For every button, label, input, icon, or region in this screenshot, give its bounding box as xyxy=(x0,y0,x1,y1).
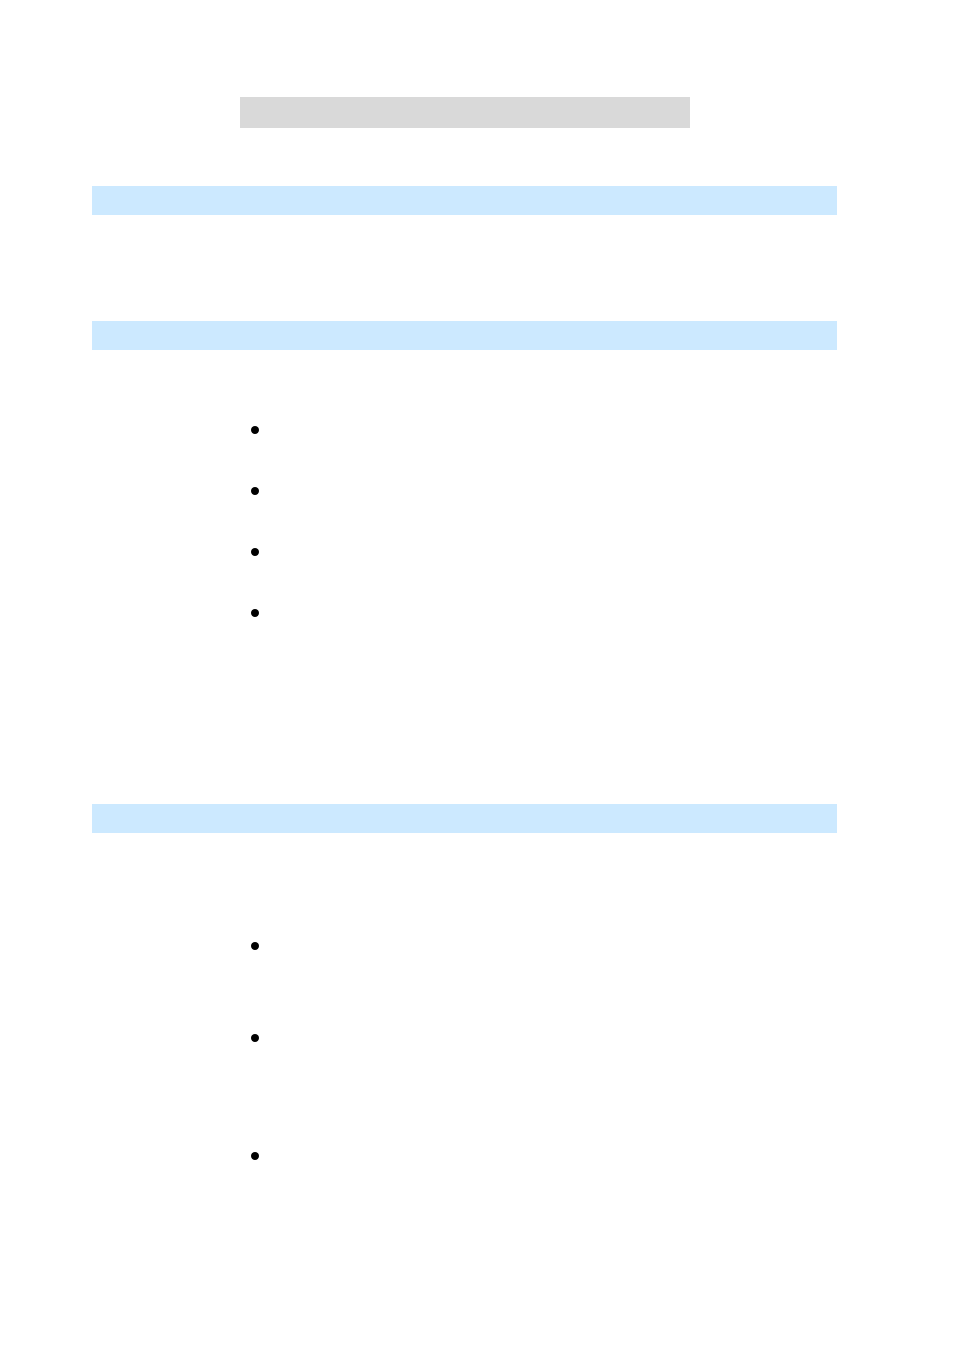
document-page xyxy=(0,0,954,1350)
bullet-item xyxy=(251,609,259,617)
bullet-item xyxy=(251,487,259,495)
section-band-3 xyxy=(92,804,837,833)
section-band-1 xyxy=(92,186,837,215)
bullet-item xyxy=(251,1152,259,1160)
bullet-item xyxy=(251,426,259,434)
bullet-item xyxy=(251,942,259,950)
section-band-2 xyxy=(92,321,837,350)
title-placeholder-band xyxy=(240,97,690,128)
bullet-item xyxy=(251,1034,259,1042)
bullet-item xyxy=(251,548,259,556)
